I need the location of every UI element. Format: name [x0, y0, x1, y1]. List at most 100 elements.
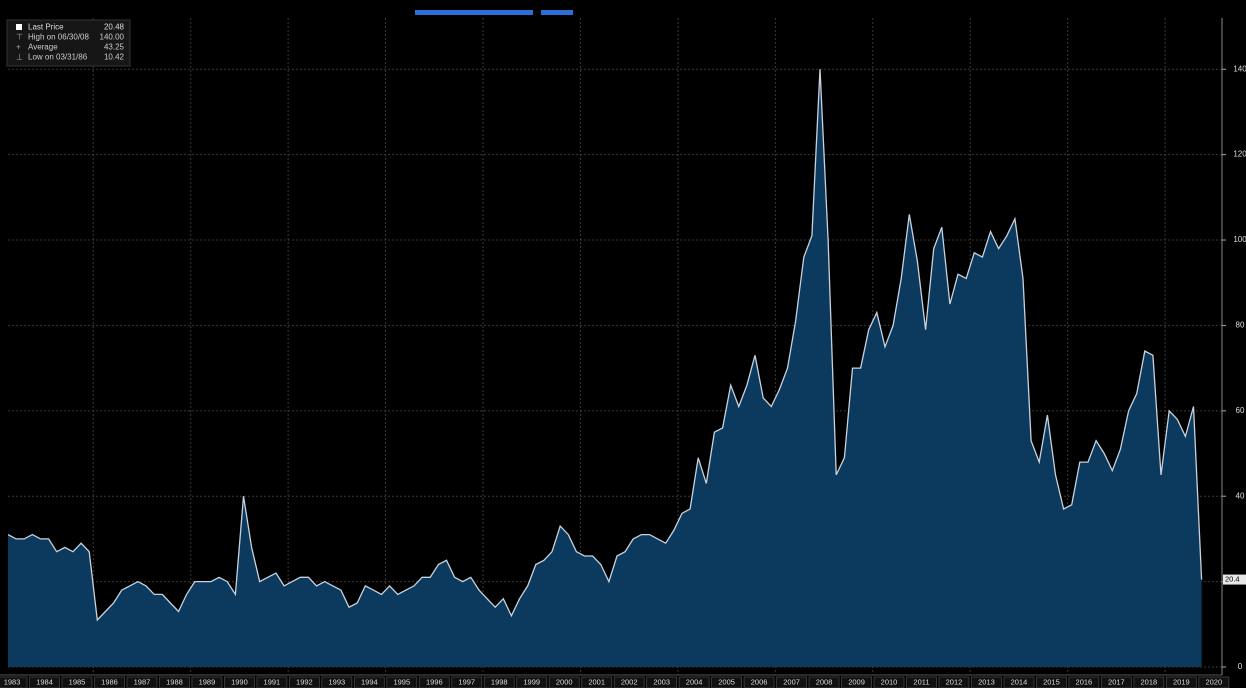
x-label-box [256, 676, 288, 688]
x-label-box [321, 676, 353, 688]
y-tick-label: 40 [1236, 491, 1245, 500]
x-tick-label: 1984 [36, 677, 53, 686]
x-tick-label: 2001 [588, 677, 605, 686]
x-tick-label: 2018 [1141, 677, 1158, 686]
legend-value: 10.42 [104, 53, 125, 62]
x-label-box [483, 676, 515, 688]
x-tick-label: 2016 [1076, 677, 1093, 686]
last-price-tag: 20.4 [1225, 575, 1240, 584]
x-label-box [94, 676, 125, 688]
x-tick-label: 2006 [751, 677, 768, 686]
x-tick-label: 2011 [913, 677, 929, 686]
x-label-box [516, 676, 548, 688]
x-label-box [971, 676, 1002, 688]
area [8, 69, 1202, 667]
x-tick-label: 1993 [329, 677, 346, 686]
x-tick-label: 2012 [946, 677, 963, 686]
legend-box [6, 19, 131, 67]
x-tick-label: 1991 [264, 677, 281, 686]
y-tick-label: 60 [1236, 406, 1245, 415]
legend-value: 140.00 [100, 33, 125, 42]
x-tick-label: 1996 [426, 677, 443, 686]
x-tick-label: 1983 [4, 677, 21, 686]
legend-symbol: ⊤ [16, 33, 23, 42]
x-label-box [581, 676, 613, 688]
x-tick-label: 1998 [491, 677, 508, 686]
line [8, 69, 1203, 622]
legend-label: Average [28, 43, 58, 52]
x-tick-label: 2004 [686, 677, 703, 686]
x-tick-label: 2013 [978, 677, 995, 686]
x-tick-label: 1992 [296, 677, 313, 686]
x-label-box [29, 676, 60, 688]
x-label-box [1068, 676, 1100, 688]
x-tick-label: 2005 [718, 677, 735, 686]
legend-label: Last Price [28, 23, 64, 32]
x-tick-label: 1994 [361, 677, 378, 686]
x-label-box [1003, 676, 1035, 688]
x-label-box [451, 676, 483, 688]
x-label-box [841, 676, 872, 688]
x-label-box [418, 676, 450, 688]
x-label-box [224, 676, 255, 688]
plot-area: 02040608010012014020.4 [0, 18, 1246, 676]
x-tick-label: 2015 [1043, 677, 1060, 686]
x-tick-label: 2007 [783, 677, 800, 686]
x-tick-label: 2017 [1108, 677, 1125, 686]
x-label-box [548, 676, 580, 688]
x-label-box [873, 676, 905, 688]
x-label-box [808, 676, 840, 688]
toolbar-tab [415, 10, 533, 15]
x-label-box [386, 676, 418, 688]
x-tick-label: 2008 [816, 677, 833, 686]
last-price-tag-bg [1223, 574, 1246, 585]
x-tick-label: 1988 [166, 677, 183, 686]
x-tick-label: 1985 [69, 677, 86, 686]
legend-swatch [16, 24, 22, 30]
x-label-box [646, 676, 678, 688]
legend-symbol: + [16, 43, 21, 52]
x-tick-label: 1986 [101, 677, 118, 686]
x-tick-label: 2020 [1205, 677, 1222, 686]
x-label-box [353, 676, 385, 688]
x-tick-label: 1997 [458, 677, 475, 686]
x-label-box [938, 676, 970, 688]
x-label-box [711, 676, 743, 688]
y-tick-label: 100 [1233, 235, 1246, 244]
legend-value: 43.25 [104, 43, 125, 52]
y-tick-label: 80 [1236, 321, 1245, 330]
legend-symbol: ⊥ [16, 53, 23, 62]
y-tick-label: 120 [1233, 150, 1246, 159]
x-label-box [1100, 676, 1132, 688]
x-label-box [0, 676, 28, 688]
x-label-box [1165, 676, 1197, 688]
x-tick-label: 2009 [848, 677, 865, 686]
x-label-box [191, 676, 223, 688]
x-tick-label: 2003 [653, 677, 670, 686]
x-label-box [288, 676, 320, 688]
x-tick-label: 1989 [199, 677, 216, 686]
x-tick-label: 1999 [523, 677, 540, 686]
x-label-box [1198, 676, 1230, 688]
x-label-box [776, 676, 807, 688]
y-tick-label: 140 [1233, 64, 1246, 73]
x-tick-label: 2014 [1011, 677, 1028, 686]
x-label-box [61, 676, 93, 688]
x-label-box [743, 676, 775, 688]
legend: Last Price 20.48 ⊤ High on 06/30/08 140.… [6, 19, 131, 67]
x-label-box [678, 676, 710, 688]
x-tick-label: 2010 [881, 677, 898, 686]
toolbar-tab [541, 10, 573, 15]
x-label-box [1036, 676, 1067, 688]
legend-value: 20.48 [104, 23, 125, 32]
x-label-box [126, 676, 158, 688]
legend-label: Low on 03/31/86 [28, 53, 88, 62]
x-tick-label: 1987 [134, 677, 151, 686]
y-tick-label: 0 [1238, 662, 1243, 671]
x-label-box [1133, 676, 1165, 688]
x-tick-label: 2000 [556, 677, 573, 686]
x-tick-label: 2002 [621, 677, 638, 686]
legend-label: High on 06/30/08 [28, 33, 89, 42]
